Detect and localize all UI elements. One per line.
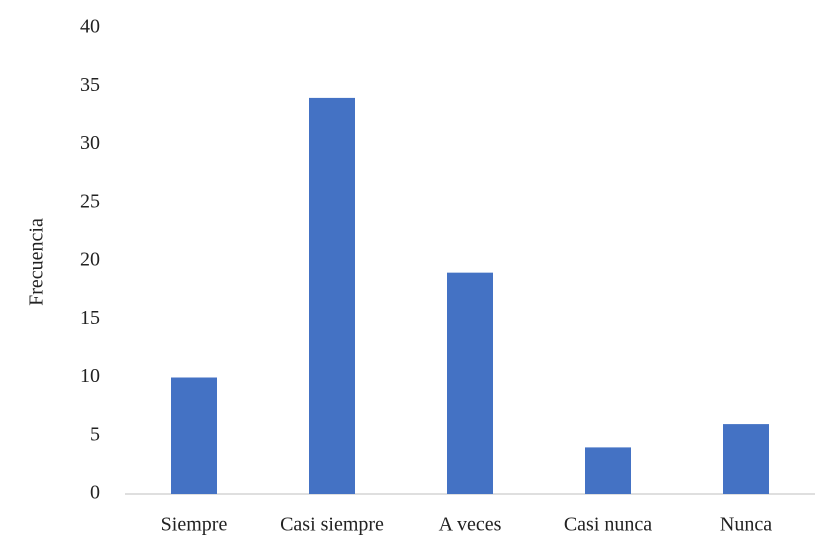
y-tick-label: 15 [80,307,100,329]
y-tick-label: 5 [90,423,100,445]
x-tick-label: Casi siempre [280,514,384,536]
y-tick-label: 10 [80,365,100,387]
x-tick-label: A veces [439,514,502,536]
bar [309,97,355,495]
bar [447,272,493,494]
x-tick-label: Siempre [161,514,228,536]
y-tick-label: 35 [80,74,100,96]
y-axis-label: Frecuencia [26,218,48,306]
bar [723,424,769,494]
y-tick-label: 20 [80,249,100,271]
x-tick-label: Casi nunca [564,514,652,536]
y-tick-label: 40 [80,16,100,38]
bar [171,377,217,494]
y-tick-label: 30 [80,132,100,154]
x-tick-label: Nunca [720,514,772,536]
y-tick-label: 25 [80,190,100,212]
y-tick-label: 0 [90,482,100,504]
bar [585,447,631,494]
